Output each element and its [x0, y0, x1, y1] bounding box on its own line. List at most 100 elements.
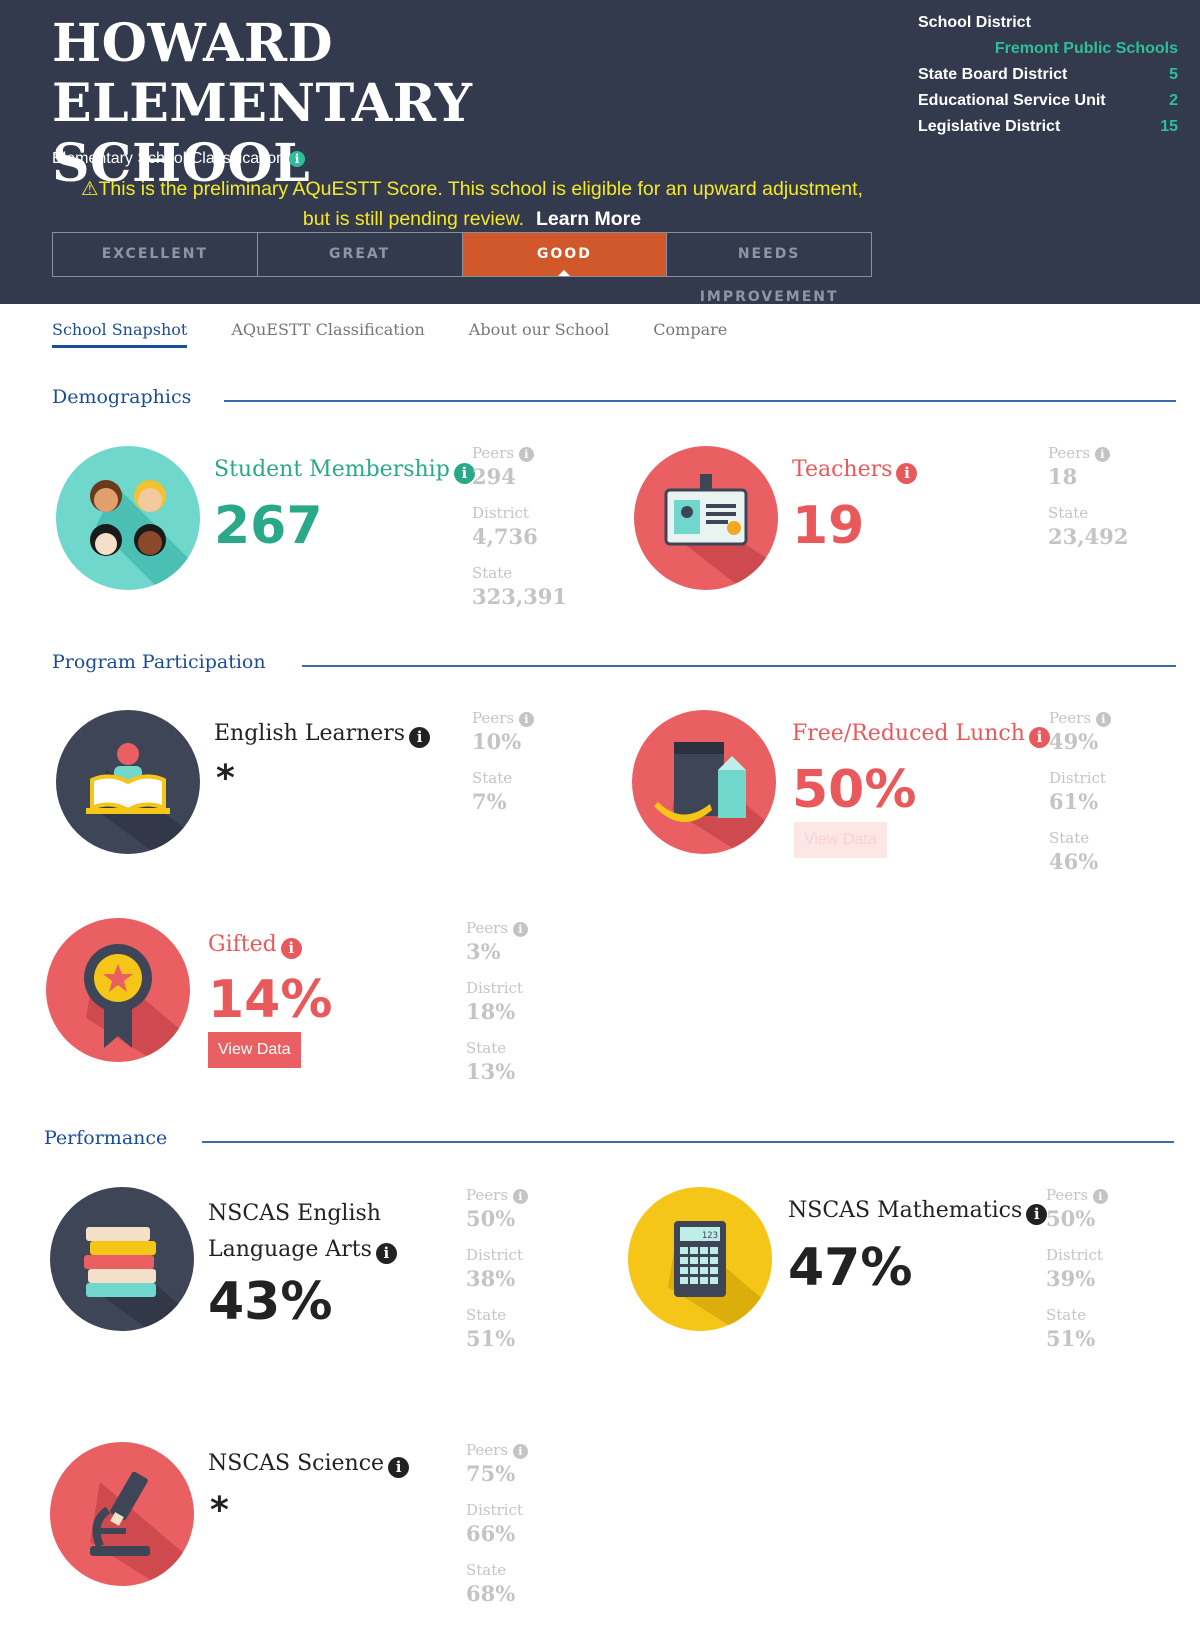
tab-aquestt-classification[interactable]: AQuESTT Classification	[231, 320, 425, 339]
info-icon[interactable]: i	[453, 463, 475, 484]
peers-label-text: Peers	[1048, 444, 1091, 462]
peers-label: Peers i	[466, 1440, 528, 1460]
math-comparisons: Peers i 50% District 39% State 51%	[1046, 1185, 1108, 1365]
district-value: 39%	[1046, 1266, 1096, 1291]
award-ribbon-icon	[46, 918, 190, 1062]
notice-line2: but is still pending review.	[302, 208, 524, 230]
district-row: Legislative District 15	[918, 114, 1178, 140]
ela-label: NSCAS English Language Arts i	[208, 1196, 397, 1268]
state-value: 13%	[466, 1059, 516, 1084]
district-row-value: 2	[1169, 92, 1178, 109]
peers-value: 18	[1048, 464, 1078, 489]
district-value: 61%	[1049, 789, 1099, 814]
state-label: State	[466, 1306, 507, 1324]
reading-book-icon	[56, 710, 200, 854]
district-label: District	[472, 504, 529, 522]
warning-icon: ⚠	[81, 178, 99, 200]
gifted-comparisons: Peers i 3% District 18% State 13%	[466, 918, 528, 1098]
school-district-value[interactable]: Fremont Public Schools	[994, 40, 1178, 57]
state-label: State	[472, 769, 513, 787]
notice-line1: This is the preliminary AQuESTT Score. T…	[98, 178, 863, 200]
peers-label-text: Peers	[472, 444, 515, 462]
view-data-button[interactable]: View Data	[208, 1032, 301, 1068]
peers-label: Peers i	[466, 918, 528, 938]
state-label: State	[466, 1039, 507, 1057]
science-value: *	[210, 1490, 229, 1531]
info-icon[interactable]: i	[289, 150, 305, 167]
state-label: State	[472, 564, 513, 582]
english-learners-label: English Learners i	[214, 719, 431, 749]
ela-value: 43%	[208, 1272, 333, 1332]
info-icon[interactable]: i	[280, 938, 302, 959]
peers-value: 75%	[466, 1461, 516, 1486]
peers-value: 10%	[472, 729, 522, 754]
section-divider	[302, 665, 1176, 667]
view-data-button[interactable]: View Data	[794, 822, 887, 858]
rating-needs-improvement[interactable]: NEEDS IMPROVEMENT	[699, 246, 839, 305]
info-icon[interactable]: i	[896, 463, 918, 484]
district-value: 4,736	[472, 524, 538, 549]
info-icon[interactable]: i	[1026, 1204, 1048, 1225]
peers-value: 294	[472, 464, 516, 489]
peers-label-text: Peers	[466, 919, 509, 937]
info-icon[interactable]: i	[388, 1457, 410, 1478]
peers-label-text: Peers	[1046, 1186, 1089, 1204]
district-value: 18%	[466, 999, 516, 1024]
student-membership-comparisons: Peers i 294 District 4,736 State 323,391	[472, 443, 567, 623]
info-icon[interactable]: i	[409, 727, 431, 748]
rating-great[interactable]: GREAT	[258, 233, 463, 276]
classification-text: Elementary School Classification	[52, 150, 285, 167]
rating-excellent[interactable]: EXCELLENT	[53, 233, 258, 276]
district-label: District	[466, 1501, 523, 1519]
state-value: 68%	[466, 1581, 516, 1606]
district-info: School District Fremont Public Schools S…	[918, 10, 1178, 140]
math-value: 47%	[788, 1238, 913, 1298]
peers-label: Peers i	[472, 708, 534, 728]
info-icon[interactable]: i	[518, 447, 534, 462]
state-label: State	[1048, 504, 1089, 522]
ela-label-line2: Language Arts	[208, 1237, 372, 1262]
ela-label-line1: NSCAS English	[208, 1201, 381, 1226]
info-icon[interactable]: i	[518, 712, 534, 727]
info-icon[interactable]: i	[1095, 712, 1111, 727]
student-membership-label-text: Student Membership	[214, 457, 450, 482]
school-district-label: School District	[918, 14, 1031, 31]
teachers-comparisons: Peers i 18 State 23,492	[1048, 443, 1128, 563]
info-icon[interactable]: i	[375, 1243, 397, 1264]
district-label: District	[466, 1246, 523, 1264]
info-icon[interactable]: i	[512, 1189, 528, 1204]
tab-compare[interactable]: Compare	[653, 320, 728, 339]
free-lunch-label: Free/Reduced Lunch i	[792, 719, 1050, 749]
info-icon[interactable]: i	[512, 1444, 528, 1459]
gifted-label-text: Gifted	[208, 932, 277, 957]
school-header: HOWARD ELEMENTARY SCHOOL Elementary Scho…	[0, 0, 1200, 305]
tab-school-snapshot[interactable]: School Snapshot	[52, 320, 188, 348]
rating-good[interactable]: GOOD	[462, 233, 668, 276]
info-icon[interactable]: i	[1092, 1189, 1108, 1204]
books-stack-icon	[50, 1187, 194, 1331]
english-learners-comparisons: Peers i 10% State 7%	[472, 708, 534, 828]
school-name: HOWARD ELEMENTARY SCHOOL	[52, 13, 473, 194]
state-value: 323,391	[472, 584, 567, 609]
info-icon[interactable]: i	[512, 922, 528, 937]
peers-label-text: Peers	[1049, 709, 1092, 727]
learn-more-link[interactable]: Learn More	[536, 208, 642, 230]
district-row-label: Legislative District	[918, 118, 1061, 135]
info-icon[interactable]: i	[1028, 727, 1050, 748]
district-label: District	[466, 979, 523, 997]
free-lunch-label-text: Free/Reduced Lunch	[792, 721, 1025, 746]
science-comparisons: Peers i 75% District 66% State 68%	[466, 1440, 528, 1620]
classification-label: Elementary School Classification i	[52, 150, 305, 168]
snapshot-tabs: School Snapshot AQuESTT Classification A…	[52, 320, 771, 348]
english-learners-label-text: English Learners	[214, 721, 406, 746]
state-label: State	[1046, 1306, 1087, 1324]
math-label: NSCAS Mathematics i	[788, 1196, 1048, 1226]
peers-value: 49%	[1049, 729, 1099, 754]
teachers-value: 19	[792, 496, 865, 556]
district-row-label: Educational Service Unit	[918, 92, 1106, 109]
peers-label-text: Peers	[466, 1441, 509, 1459]
section-divider	[224, 400, 1176, 402]
info-icon[interactable]: i	[1094, 447, 1110, 462]
science-label-text: NSCAS Science	[208, 1451, 385, 1476]
tab-about-our-school[interactable]: About our School	[468, 320, 610, 339]
